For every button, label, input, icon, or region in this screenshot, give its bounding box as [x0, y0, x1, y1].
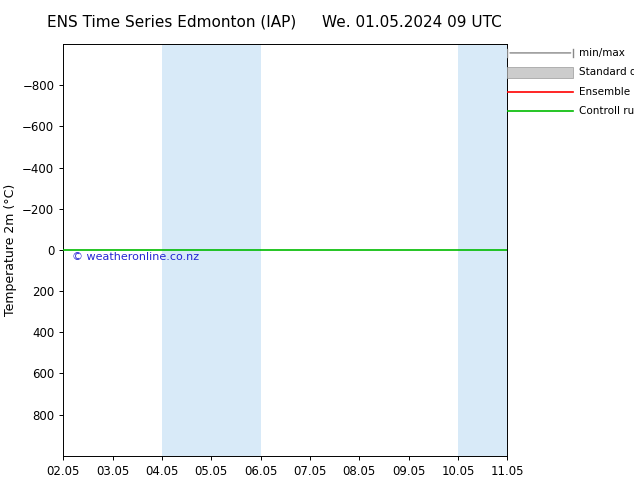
Text: Controll run: Controll run [579, 106, 634, 116]
Y-axis label: Temperature 2m (°C): Temperature 2m (°C) [4, 184, 16, 316]
Text: ENS Time Series Edmonton (IAP): ENS Time Series Edmonton (IAP) [46, 15, 296, 30]
Bar [162, 44, 261, 456]
FancyBboxPatch shape [507, 67, 573, 77]
Bar [458, 44, 507, 456]
Text: We. 01.05.2024 09 UTC: We. 01.05.2024 09 UTC [322, 15, 502, 30]
Text: © weatheronline.co.nz: © weatheronline.co.nz [72, 252, 200, 262]
Text: Standard deviation: Standard deviation [579, 67, 634, 77]
Text: Ensemble mean run: Ensemble mean run [579, 87, 634, 97]
Text: min/max: min/max [579, 48, 625, 58]
